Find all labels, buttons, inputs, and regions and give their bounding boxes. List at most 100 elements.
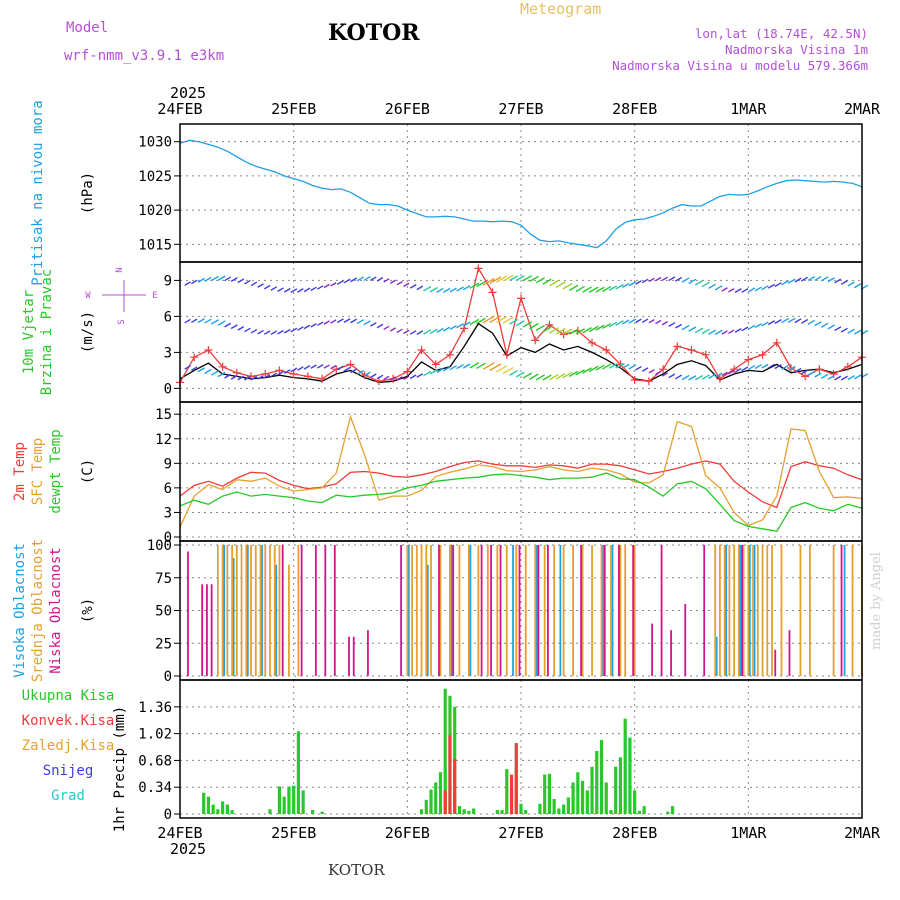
wind-barb — [250, 328, 258, 334]
wind-compass: N W E S — [85, 267, 157, 324]
bar-ukupna-kisa — [434, 782, 438, 814]
wind-barb — [197, 367, 205, 373]
wind-barb — [781, 280, 790, 286]
bar-ukupna-kisa — [580, 780, 585, 814]
bar-srednja-oblacnost — [486, 545, 489, 676]
wind-barb — [277, 370, 284, 376]
wind-barb — [476, 317, 486, 325]
wind-barb — [549, 373, 560, 381]
wind-barb — [297, 366, 304, 371]
bar-ukupna-kisa — [301, 790, 305, 814]
bar-niska-oblacnost — [518, 545, 521, 676]
bar-srednja-oblacnost — [425, 545, 428, 676]
wind-barb — [529, 275, 539, 283]
wind-barb — [747, 324, 756, 330]
bar-srednja-oblacnost — [430, 545, 432, 676]
wind-barb — [834, 278, 842, 284]
wind-barb — [263, 330, 271, 335]
wind-barb — [708, 329, 716, 335]
bar-visoka-oblacnost — [223, 545, 226, 676]
wind-barb — [423, 370, 432, 377]
bar-srednja-oblacnost — [411, 545, 413, 676]
bar-niska-oblacnost — [452, 545, 455, 676]
gust-marker — [843, 362, 852, 371]
panel-temperature: 0 3 6 9 12 15 2m Temp SFC Temp dewpt Temp (C) — [12, 401, 863, 546]
wind-barb — [854, 329, 862, 335]
wind-barb — [641, 367, 649, 372]
wind-barb — [582, 286, 592, 293]
bar-niska-oblacnost — [490, 545, 492, 676]
wind-barb — [568, 328, 579, 335]
panel-precip: 0 0.34 0.68 1.02 1.36 Ukupna Kisa Konvek.Kisa Z… — [22, 679, 863, 832]
bar-niska-oblacnost — [400, 545, 402, 676]
compass-e: E — [152, 291, 157, 301]
bar-ukupna-kisa — [296, 731, 301, 814]
wind-barb — [370, 276, 377, 282]
wind-barb — [628, 318, 637, 324]
bar-ukupna-kisa — [311, 810, 315, 814]
precip-legend-1: Konvek.Kisa — [22, 713, 115, 729]
y-tick-label: 0 — [164, 381, 172, 397]
bar-srednja-oblacnost — [259, 545, 262, 676]
wind-barb — [648, 319, 655, 324]
wind-barb — [224, 276, 232, 282]
wind-barb — [376, 374, 384, 380]
bar-ukupna-kisa — [443, 688, 447, 814]
bar-srednja-oblacnost — [406, 545, 409, 676]
bar-konvek-kisa — [453, 758, 457, 814]
wind-barb — [389, 376, 397, 381]
y-tick-label: 0 — [164, 669, 172, 685]
wind-barb — [522, 372, 533, 379]
gust-marker — [190, 353, 199, 362]
bar-ukupna-kisa — [519, 803, 523, 814]
wind-barb — [350, 368, 358, 374]
bar-srednja-oblacnost — [832, 545, 835, 676]
wind-barb — [403, 329, 410, 335]
wind-barb — [303, 324, 311, 330]
bar-srednja-oblacnost — [240, 545, 243, 676]
bar-ukupna-kisa — [472, 808, 476, 814]
temperature-label-0: 2m Temp — [12, 442, 28, 501]
wind-barb — [661, 372, 669, 377]
bar-ukupna-kisa — [576, 772, 580, 814]
time-label-top: 28FEB — [612, 100, 657, 118]
bar-niska-oblacnost — [537, 545, 540, 676]
series-pritisak-na-nivou-mora — [179, 139, 863, 249]
wind-barb — [356, 276, 365, 282]
wind-barb — [509, 369, 519, 376]
gust-marker — [673, 342, 682, 351]
wind-barb — [615, 320, 624, 326]
bar-niska-oblacnost — [333, 545, 336, 676]
bar-srednja-oblacnost — [515, 545, 518, 676]
wind-barb — [184, 281, 191, 286]
wind-barb — [575, 328, 585, 335]
wind-barb — [250, 375, 258, 381]
precip-legend-0: Ukupna Kisa — [22, 688, 115, 704]
wind-barb — [622, 363, 630, 369]
wind-barb — [549, 327, 560, 334]
wind-barb — [568, 370, 579, 377]
wind-barb — [741, 326, 749, 332]
bar-ukupna-kisa — [282, 796, 286, 814]
wind-barb — [542, 326, 552, 333]
y-tick-label: 3 — [164, 505, 172, 521]
wind-barb — [297, 326, 304, 331]
wind-barb — [747, 287, 756, 293]
wind-barb — [668, 322, 676, 327]
bar-srednja-oblacnost — [728, 545, 731, 676]
bar-srednja-oblacnost — [254, 545, 257, 676]
gust-marker — [531, 336, 540, 345]
wind-barb — [496, 365, 508, 373]
gust-marker — [630, 376, 639, 384]
wind-barb — [456, 286, 464, 292]
gust-marker — [744, 355, 753, 364]
wind-barb — [277, 287, 284, 292]
wind-barb — [807, 371, 815, 377]
wind-barb — [469, 362, 480, 369]
clouds-label-1: Srednja Oblacnost — [30, 539, 46, 682]
wind-barb — [794, 277, 802, 283]
time-label-bottom: 27FEB — [498, 824, 543, 842]
wind-barb — [363, 275, 371, 282]
wind-barb — [330, 282, 337, 287]
bar-niska-oblacnost — [352, 636, 355, 676]
